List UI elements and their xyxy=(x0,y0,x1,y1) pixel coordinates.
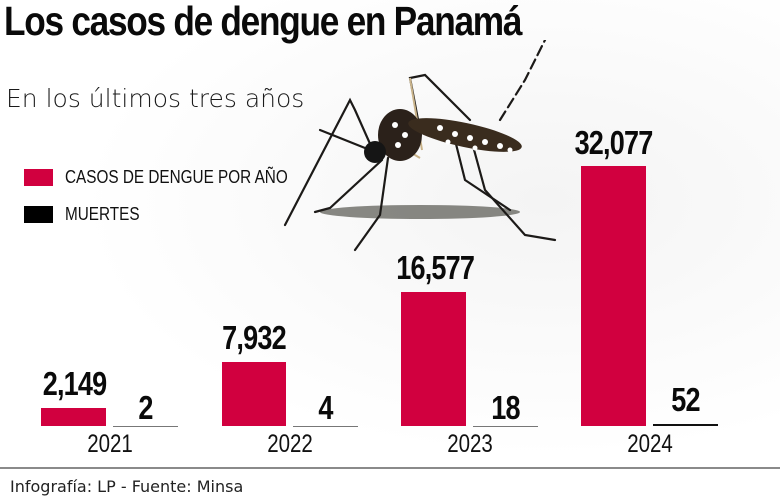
cases-value-2024: 32,077 xyxy=(574,124,654,161)
year-label-2023: 2023 xyxy=(447,430,493,458)
footer-divider xyxy=(0,467,780,469)
deaths-bar-2024 xyxy=(653,424,718,426)
cases-bar-2023 xyxy=(401,292,466,426)
cases-bar-2024 xyxy=(581,166,646,426)
legend-label-deaths: MUERTES xyxy=(65,204,140,224)
legend-item-cases: CASOS DE DENGUE POR AÑO xyxy=(24,167,327,188)
year-label-2022: 2022 xyxy=(267,430,313,458)
year-label-2024: 2024 xyxy=(627,430,673,458)
legend-label-cases: CASOS DE DENGUE POR AÑO xyxy=(65,167,288,187)
deaths-value-2024: 52 xyxy=(671,381,700,418)
cases-value-2022: 7,932 xyxy=(222,319,286,356)
cases-value-2023: 16,577 xyxy=(396,249,475,286)
cases-bar-2021 xyxy=(41,408,106,426)
source-credit: Infografía: LP - Fuente: Minsa xyxy=(10,477,244,496)
legend-swatch-deaths xyxy=(24,206,53,223)
mosquito-illustration xyxy=(283,40,557,252)
legend-item-deaths: MUERTES xyxy=(24,204,153,225)
deaths-bar-2023 xyxy=(473,426,538,427)
deaths-bar-2022 xyxy=(293,426,358,427)
cases-bar-2022 xyxy=(222,362,286,426)
page-title: Los casos de dengue en Panamá xyxy=(4,0,522,44)
legend-swatch-cases xyxy=(24,169,53,186)
year-label-2021: 2021 xyxy=(87,430,133,458)
deaths-value-2023: 18 xyxy=(491,389,520,426)
deaths-value-2021: 2 xyxy=(138,389,153,426)
deaths-bar-2021 xyxy=(113,426,178,427)
cases-value-2021: 2,149 xyxy=(42,365,107,402)
page-subtitle: En los últimos tres años xyxy=(6,84,305,113)
deaths-value-2022: 4 xyxy=(318,389,333,426)
